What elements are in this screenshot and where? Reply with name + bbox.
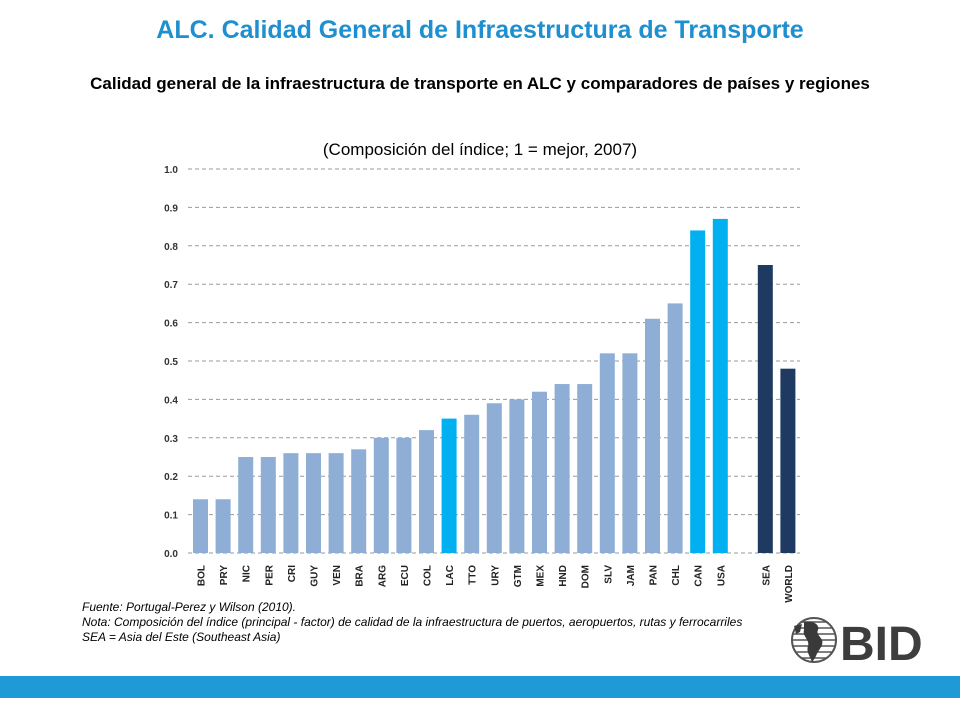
- x-tick-label: SEA: [761, 565, 772, 586]
- bar-jam: [622, 353, 638, 553]
- bar-slv: [599, 353, 615, 553]
- y-tick-label: 0.8: [164, 242, 178, 253]
- x-tick-label: PER: [264, 564, 275, 585]
- x-tick-label: BRA: [355, 565, 366, 587]
- x-tick-label: GTM: [513, 565, 524, 587]
- bar-arg: [373, 437, 389, 553]
- x-tick-label: USA: [716, 565, 727, 586]
- x-tick-label: JAM: [626, 565, 637, 586]
- footer-bar: [0, 676, 960, 698]
- x-tick-label: CAN: [694, 565, 705, 587]
- x-tick-label: NIC: [242, 565, 253, 582]
- x-tick-label: ECU: [400, 565, 411, 586]
- chart-subtitle-units: (Composición del índice; 1 = mejor, 2007…: [322, 140, 638, 159]
- x-tick-label: MEX: [536, 565, 547, 587]
- page-title: ALC. Calidad General de Infraestructura …: [156, 16, 804, 44]
- x-tick-label: PAN: [649, 565, 660, 585]
- y-tick-label: 0.3: [164, 434, 178, 445]
- bar-nic: [238, 457, 254, 553]
- y-tick-label: 0.4: [164, 395, 178, 406]
- x-tick-label: HND: [558, 565, 569, 587]
- y-tick-label: 0.7: [164, 280, 178, 291]
- y-tick-label: 0.0: [164, 549, 178, 560]
- bar-tto: [464, 414, 480, 553]
- x-tick-label: VEN: [332, 565, 343, 586]
- x-tick-label: PRY: [219, 565, 230, 586]
- logo-text: BID: [840, 618, 923, 668]
- bar-gtm: [509, 399, 525, 553]
- bar-world: [780, 368, 796, 553]
- bar-chart: 0.0 0.1 0.2 0.3 0.4 0.5 0.6 0.7 0.8 0.9 1.0 BOL PRY N…: [164, 165, 800, 603]
- bar-dom: [577, 384, 593, 553]
- bar-ury: [486, 403, 502, 553]
- methodology-note: Nota: Composición del índice (principal …: [82, 615, 743, 629]
- x-tick-label: WORLD: [784, 565, 795, 603]
- globe-icon: [791, 617, 837, 663]
- bar-sea: [757, 265, 773, 553]
- y-tick-label: 1.0: [164, 165, 178, 176]
- y-tick-label: 0.6: [164, 319, 178, 330]
- x-tick-label: SLV: [603, 565, 614, 584]
- x-tick-label: DOM: [581, 565, 592, 588]
- bar-per: [260, 457, 276, 553]
- bar-pan: [645, 318, 660, 553]
- x-tick-label: GUY: [310, 565, 321, 587]
- x-tick-label: ARG: [377, 565, 388, 587]
- bar-lac: [441, 418, 457, 553]
- y-tick-label: 0.9: [164, 203, 178, 214]
- x-tick-label: LAC: [445, 565, 456, 586]
- bar-bol: [193, 499, 208, 553]
- x-tick-label: URY: [490, 565, 501, 586]
- bar-guy: [306, 453, 321, 553]
- x-tick-label: BOL: [197, 565, 208, 586]
- y-tick-label: 0.2: [164, 472, 178, 483]
- x-tick-label: COL: [423, 565, 434, 586]
- bar-cri: [283, 453, 299, 553]
- sea-note: SEA = Asia del Este (Southeast Asia): [82, 630, 281, 644]
- bar-ecu: [396, 437, 412, 553]
- x-tick-label: CRI: [287, 565, 298, 582]
- source-note: Fuente: Portugal-Perez y Wilson (2010).: [82, 600, 296, 614]
- x-tick-label: TTO: [468, 565, 479, 585]
- bar-bra: [351, 449, 367, 553]
- bar-pry: [215, 499, 231, 553]
- bar-hnd: [554, 384, 570, 553]
- bar-col: [419, 430, 434, 553]
- bar-can: [690, 230, 706, 553]
- chart-subtitle: Calidad general de la infraestructura de…: [90, 74, 870, 93]
- bar-chl: [667, 303, 683, 553]
- bar-ven: [328, 453, 344, 553]
- bid-logo: BID: [790, 612, 940, 668]
- notes-block: Fuente: Portugal-Perez y Wilson (2010). …: [82, 600, 772, 645]
- x-tick-label: CHL: [671, 565, 682, 586]
- bar-mex: [532, 391, 547, 553]
- y-tick-label: 0.1: [164, 511, 178, 522]
- y-tick-label: 0.5: [164, 357, 178, 368]
- bar-usa: [712, 218, 728, 554]
